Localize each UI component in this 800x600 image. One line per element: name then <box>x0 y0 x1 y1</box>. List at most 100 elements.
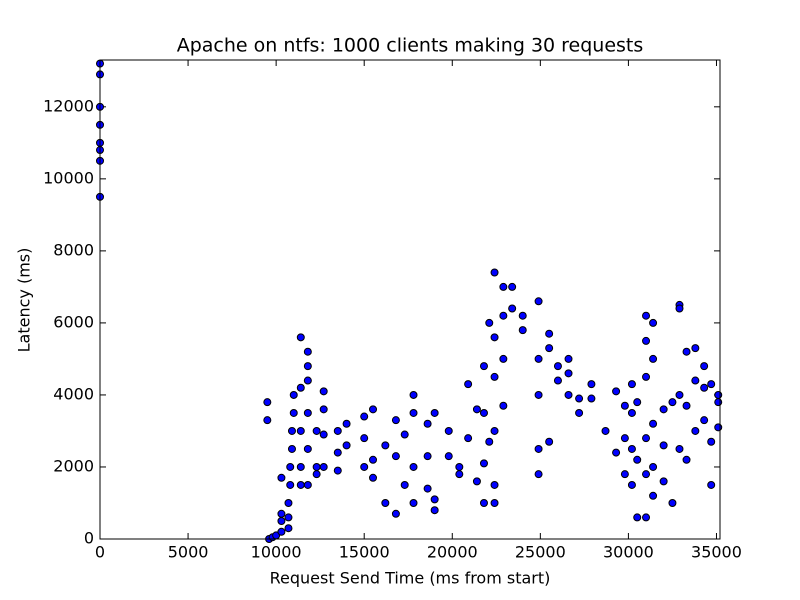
point <box>479 362 488 371</box>
point <box>707 437 716 446</box>
point <box>409 408 418 417</box>
point <box>430 495 439 504</box>
point <box>391 416 400 425</box>
point <box>707 380 716 389</box>
point <box>303 480 312 489</box>
point <box>423 484 432 493</box>
point <box>277 516 286 525</box>
point <box>627 408 636 417</box>
point <box>545 329 554 338</box>
point <box>303 408 312 417</box>
point <box>369 473 378 482</box>
point <box>659 441 668 450</box>
y-tick-label: 8000 <box>53 240 94 259</box>
point <box>587 394 596 403</box>
point <box>553 362 562 371</box>
point <box>342 441 351 450</box>
point <box>333 448 342 457</box>
point <box>423 452 432 461</box>
point <box>391 452 400 461</box>
point <box>296 462 305 471</box>
y-tick-label: 0 <box>84 529 94 548</box>
point <box>286 480 295 489</box>
point <box>490 426 499 435</box>
point <box>490 268 499 277</box>
point <box>287 444 296 453</box>
point <box>360 412 369 421</box>
point <box>642 372 651 381</box>
point <box>430 408 439 417</box>
point <box>601 426 610 435</box>
point <box>545 437 554 446</box>
point <box>714 398 723 407</box>
point <box>642 470 651 479</box>
point <box>620 401 629 410</box>
point <box>700 416 709 425</box>
point <box>691 426 700 435</box>
point <box>369 405 378 414</box>
point <box>642 336 651 345</box>
point <box>369 455 378 464</box>
point <box>286 462 295 471</box>
point <box>303 376 312 385</box>
point <box>691 344 700 353</box>
y-tick-label: 2000 <box>53 456 94 475</box>
point <box>659 405 668 414</box>
point <box>287 426 296 435</box>
point <box>296 383 305 392</box>
point <box>400 480 409 489</box>
point <box>534 444 543 453</box>
x-tick-label: 35000 <box>691 543 742 562</box>
point <box>620 434 629 443</box>
point <box>649 318 658 327</box>
point <box>391 509 400 518</box>
point <box>381 441 390 450</box>
point <box>409 390 418 399</box>
point <box>277 509 286 518</box>
point <box>534 354 543 363</box>
x-tick-label: 15000 <box>339 543 390 562</box>
point <box>499 311 508 320</box>
point <box>319 430 328 439</box>
point <box>479 459 488 468</box>
point <box>675 444 684 453</box>
point <box>499 282 508 291</box>
point <box>675 390 684 399</box>
point <box>553 376 562 385</box>
point <box>263 398 272 407</box>
point <box>564 390 573 399</box>
point <box>409 462 418 471</box>
point <box>464 380 473 389</box>
point <box>312 426 321 435</box>
point <box>277 527 286 536</box>
point <box>319 387 328 396</box>
point <box>649 462 658 471</box>
point <box>312 462 321 471</box>
y-tick-label: 4000 <box>53 384 94 403</box>
point <box>472 477 481 486</box>
point <box>668 498 677 507</box>
y-tick-label: 10000 <box>43 168 94 187</box>
point <box>534 297 543 306</box>
point <box>444 426 453 435</box>
point <box>319 405 328 414</box>
point <box>284 498 293 507</box>
point <box>303 347 312 356</box>
y-tick-label: 6000 <box>53 312 94 331</box>
x-tick-label: 5000 <box>168 543 209 562</box>
point <box>564 369 573 378</box>
x-tick-label: 10000 <box>251 543 302 562</box>
point <box>518 311 527 320</box>
point <box>575 408 584 417</box>
point <box>296 480 305 489</box>
point <box>714 423 723 432</box>
point <box>479 408 488 417</box>
point <box>633 455 642 464</box>
point <box>675 304 684 313</box>
x-axis-label: Request Send Time (ms from start) <box>270 569 551 588</box>
plot-frame <box>99 59 721 540</box>
point <box>575 394 584 403</box>
point <box>627 380 636 389</box>
point <box>472 405 481 414</box>
point <box>612 387 621 396</box>
